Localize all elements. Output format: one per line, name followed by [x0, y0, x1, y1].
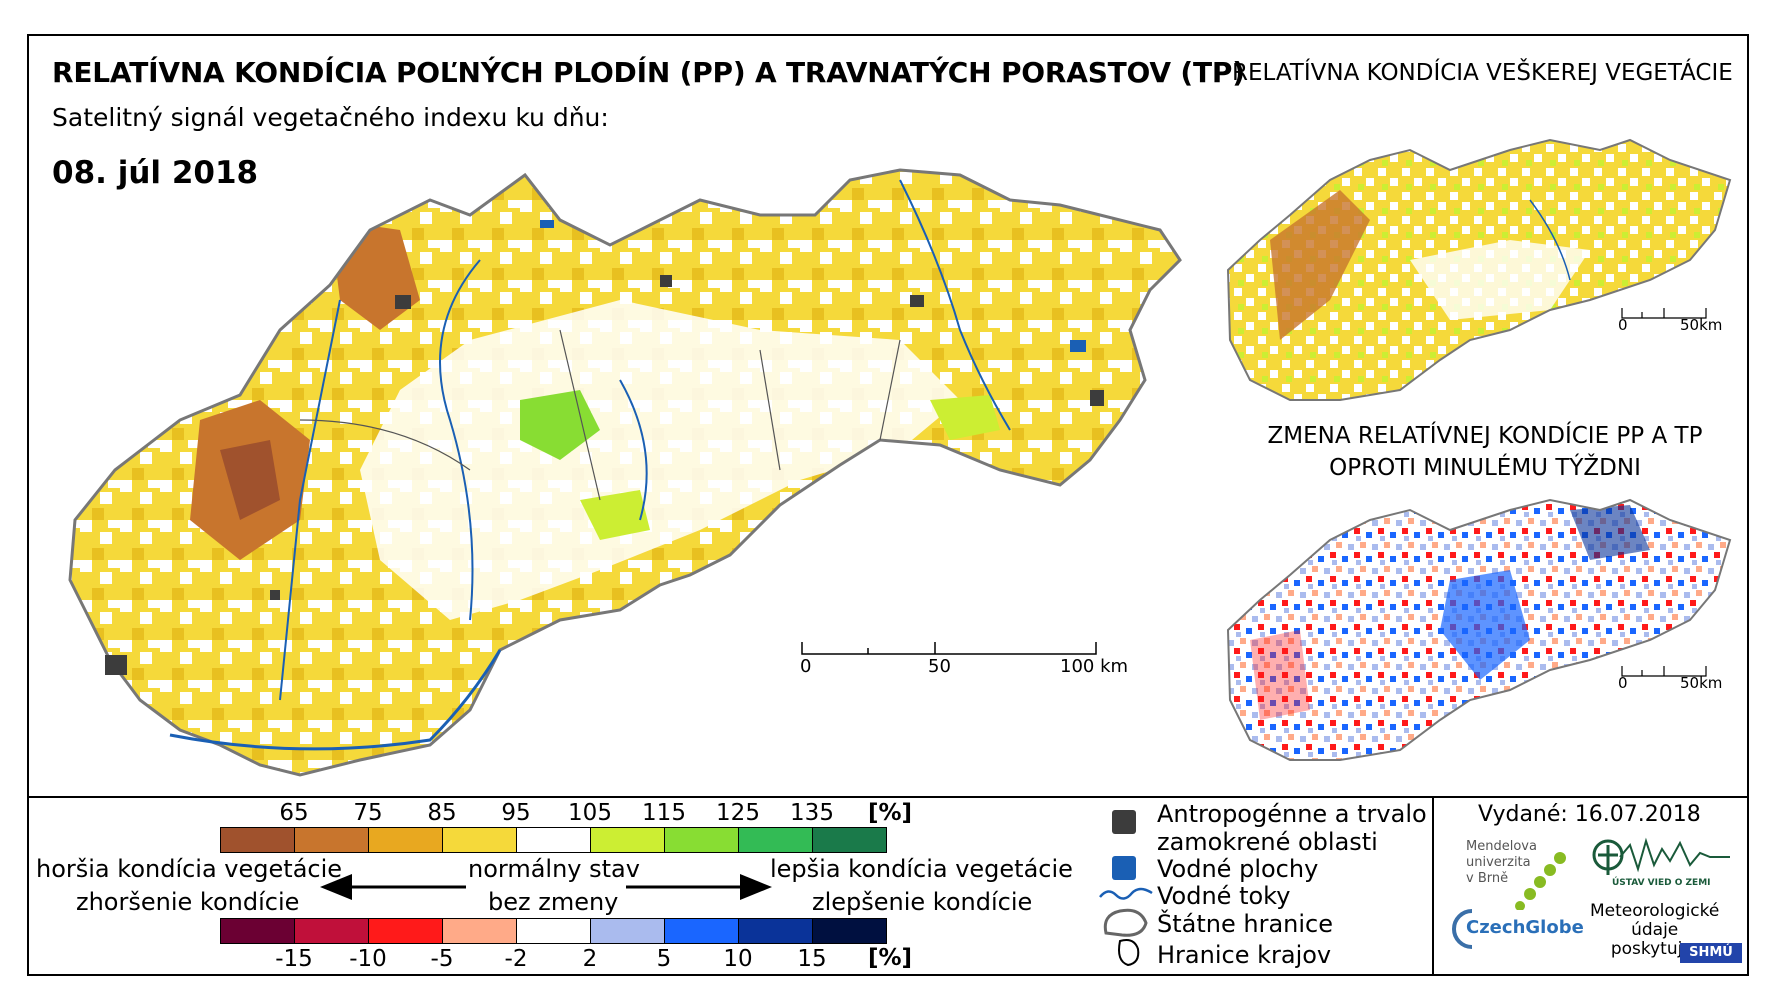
- condition-swatch: [368, 827, 443, 853]
- state-border-icon: [1100, 905, 1150, 939]
- anthropogenic-label-line2: zamokrené oblasti: [1157, 828, 1378, 856]
- change-swatch: [516, 918, 591, 944]
- change-break-label: 10: [703, 946, 773, 972]
- change-swatch: [442, 918, 517, 944]
- shmu-logo: SHMÚ: [1680, 943, 1742, 963]
- meteo-line2: údaje: [1590, 921, 1719, 940]
- river-icon: [1098, 885, 1154, 905]
- main-scale-mid: 50: [928, 656, 951, 677]
- water-streams-label: Vodné toky: [1157, 882, 1290, 910]
- worse-change-label: zhoršenie kondície: [76, 888, 299, 916]
- condition-swatch: [664, 827, 739, 853]
- water-body-icon: [1112, 856, 1136, 880]
- change-inset-title: ZMENA RELATÍVNEJ KONDÍCIE PP A TP OPROTI…: [1215, 420, 1755, 484]
- vegetation-scale-end: 50km: [1680, 316, 1722, 334]
- change-break-label: 2: [555, 946, 625, 972]
- anthropogenic-area-icon: [1112, 810, 1136, 834]
- main-scale-zero: 0: [800, 656, 811, 677]
- change-unit: [%]: [868, 945, 912, 971]
- better-condition-label: lepšia kondícia vegetácie: [770, 855, 1073, 883]
- normal-label: normálny stav: [468, 855, 640, 883]
- change-swatch: [664, 918, 739, 944]
- condition-break-label: 115: [629, 800, 699, 826]
- change-break-label: -2: [481, 946, 551, 972]
- meteo-line1: Meteorologické: [1590, 902, 1719, 921]
- mendel-dots-icon: [1500, 850, 1570, 910]
- condition-swatch: [220, 827, 295, 853]
- condition-break-label: 95: [481, 800, 551, 826]
- anthropogenic-label-line1: Antropogénne a trvalo: [1157, 800, 1427, 828]
- condition-swatch: [516, 827, 591, 853]
- region-border-label: Hranice krajov: [1157, 941, 1331, 969]
- change-swatch: [812, 918, 887, 944]
- change-break-label: -10: [333, 946, 403, 972]
- change-scale-end: 50km: [1680, 674, 1722, 692]
- czechglobe-logo-text: CzechGlobe: [1466, 917, 1584, 938]
- condition-break-label: 135: [777, 800, 847, 826]
- change-break-label: 5: [629, 946, 699, 972]
- change-title-line1: ZMENA RELATÍVNEJ KONDÍCIE PP A TP: [1215, 420, 1755, 452]
- condition-swatch: [590, 827, 665, 853]
- condition-break-label: 85: [407, 800, 477, 826]
- institute-logo-text: ÚSTAV VIED O ZEMI: [1612, 878, 1711, 888]
- left-arrow-icon: [318, 872, 468, 902]
- footer-separator: [1432, 796, 1434, 976]
- main-scale-end: 100 km: [1060, 656, 1128, 677]
- condition-unit: [%]: [868, 800, 912, 826]
- region-border-icon: [1112, 935, 1144, 969]
- condition-break-label: 105: [555, 800, 625, 826]
- change-inset-map: [1210, 480, 1740, 780]
- condition-swatch: [442, 827, 517, 853]
- change-break-label: 15: [777, 946, 847, 972]
- condition-break-label: 65: [259, 800, 329, 826]
- worse-condition-label: horšia kondícia vegetácie: [36, 855, 342, 883]
- condition-swatch: [738, 827, 813, 853]
- change-swatch: [220, 918, 295, 944]
- change-swatch: [590, 918, 665, 944]
- no-change-label: bez zmeny: [488, 888, 618, 916]
- legend-separator: [27, 796, 1749, 798]
- state-border-label: Štátne hranice: [1157, 910, 1333, 938]
- vegetation-inset-map: [1210, 120, 1740, 420]
- right-arrow-icon: [624, 872, 774, 902]
- water-bodies-label: Vodné plochy: [1157, 855, 1318, 883]
- change-swatch: [738, 918, 813, 944]
- vegetation-scale-zero: 0: [1618, 316, 1628, 334]
- change-break-label: -5: [407, 946, 477, 972]
- change-break-label: -15: [259, 946, 329, 972]
- condition-swatch: [812, 827, 887, 853]
- issued-date: Vydané: 16.07.2018: [1478, 802, 1701, 827]
- better-change-label: zlepšenie kondície: [812, 888, 1032, 916]
- condition-break-label: 75: [333, 800, 403, 826]
- change-swatch: [368, 918, 443, 944]
- condition-swatch: [294, 827, 369, 853]
- change-scale-zero: 0: [1618, 674, 1628, 692]
- condition-break-label: 125: [703, 800, 773, 826]
- change-swatch: [294, 918, 369, 944]
